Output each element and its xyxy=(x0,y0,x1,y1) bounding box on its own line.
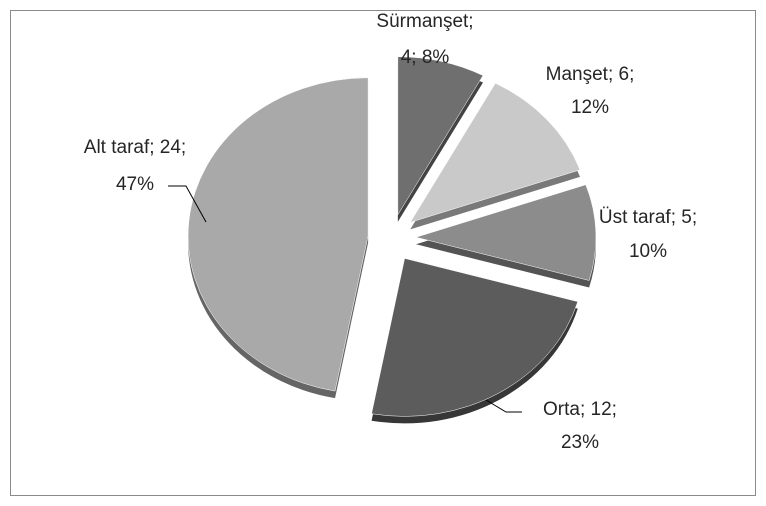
data-label: Üst taraf; 5; xyxy=(599,207,697,228)
slice xyxy=(415,184,597,281)
data-label: 12% xyxy=(571,97,609,118)
leader-line xyxy=(485,399,522,413)
slice xyxy=(371,258,579,417)
data-label: 47% xyxy=(116,174,154,195)
slice xyxy=(397,56,484,216)
data-label: Alt taraf; 24; xyxy=(84,137,186,158)
data-label: Manşet; 6; xyxy=(546,64,635,85)
data-label: Orta; 12; xyxy=(543,399,617,420)
data-label: 4; 8% xyxy=(401,47,450,68)
leader-line xyxy=(168,185,207,223)
data-label: Sürmanşet; xyxy=(376,11,473,32)
data-label: 10% xyxy=(629,241,667,262)
slice xyxy=(409,82,581,223)
data-label: 23% xyxy=(561,432,599,453)
slice xyxy=(187,77,369,392)
